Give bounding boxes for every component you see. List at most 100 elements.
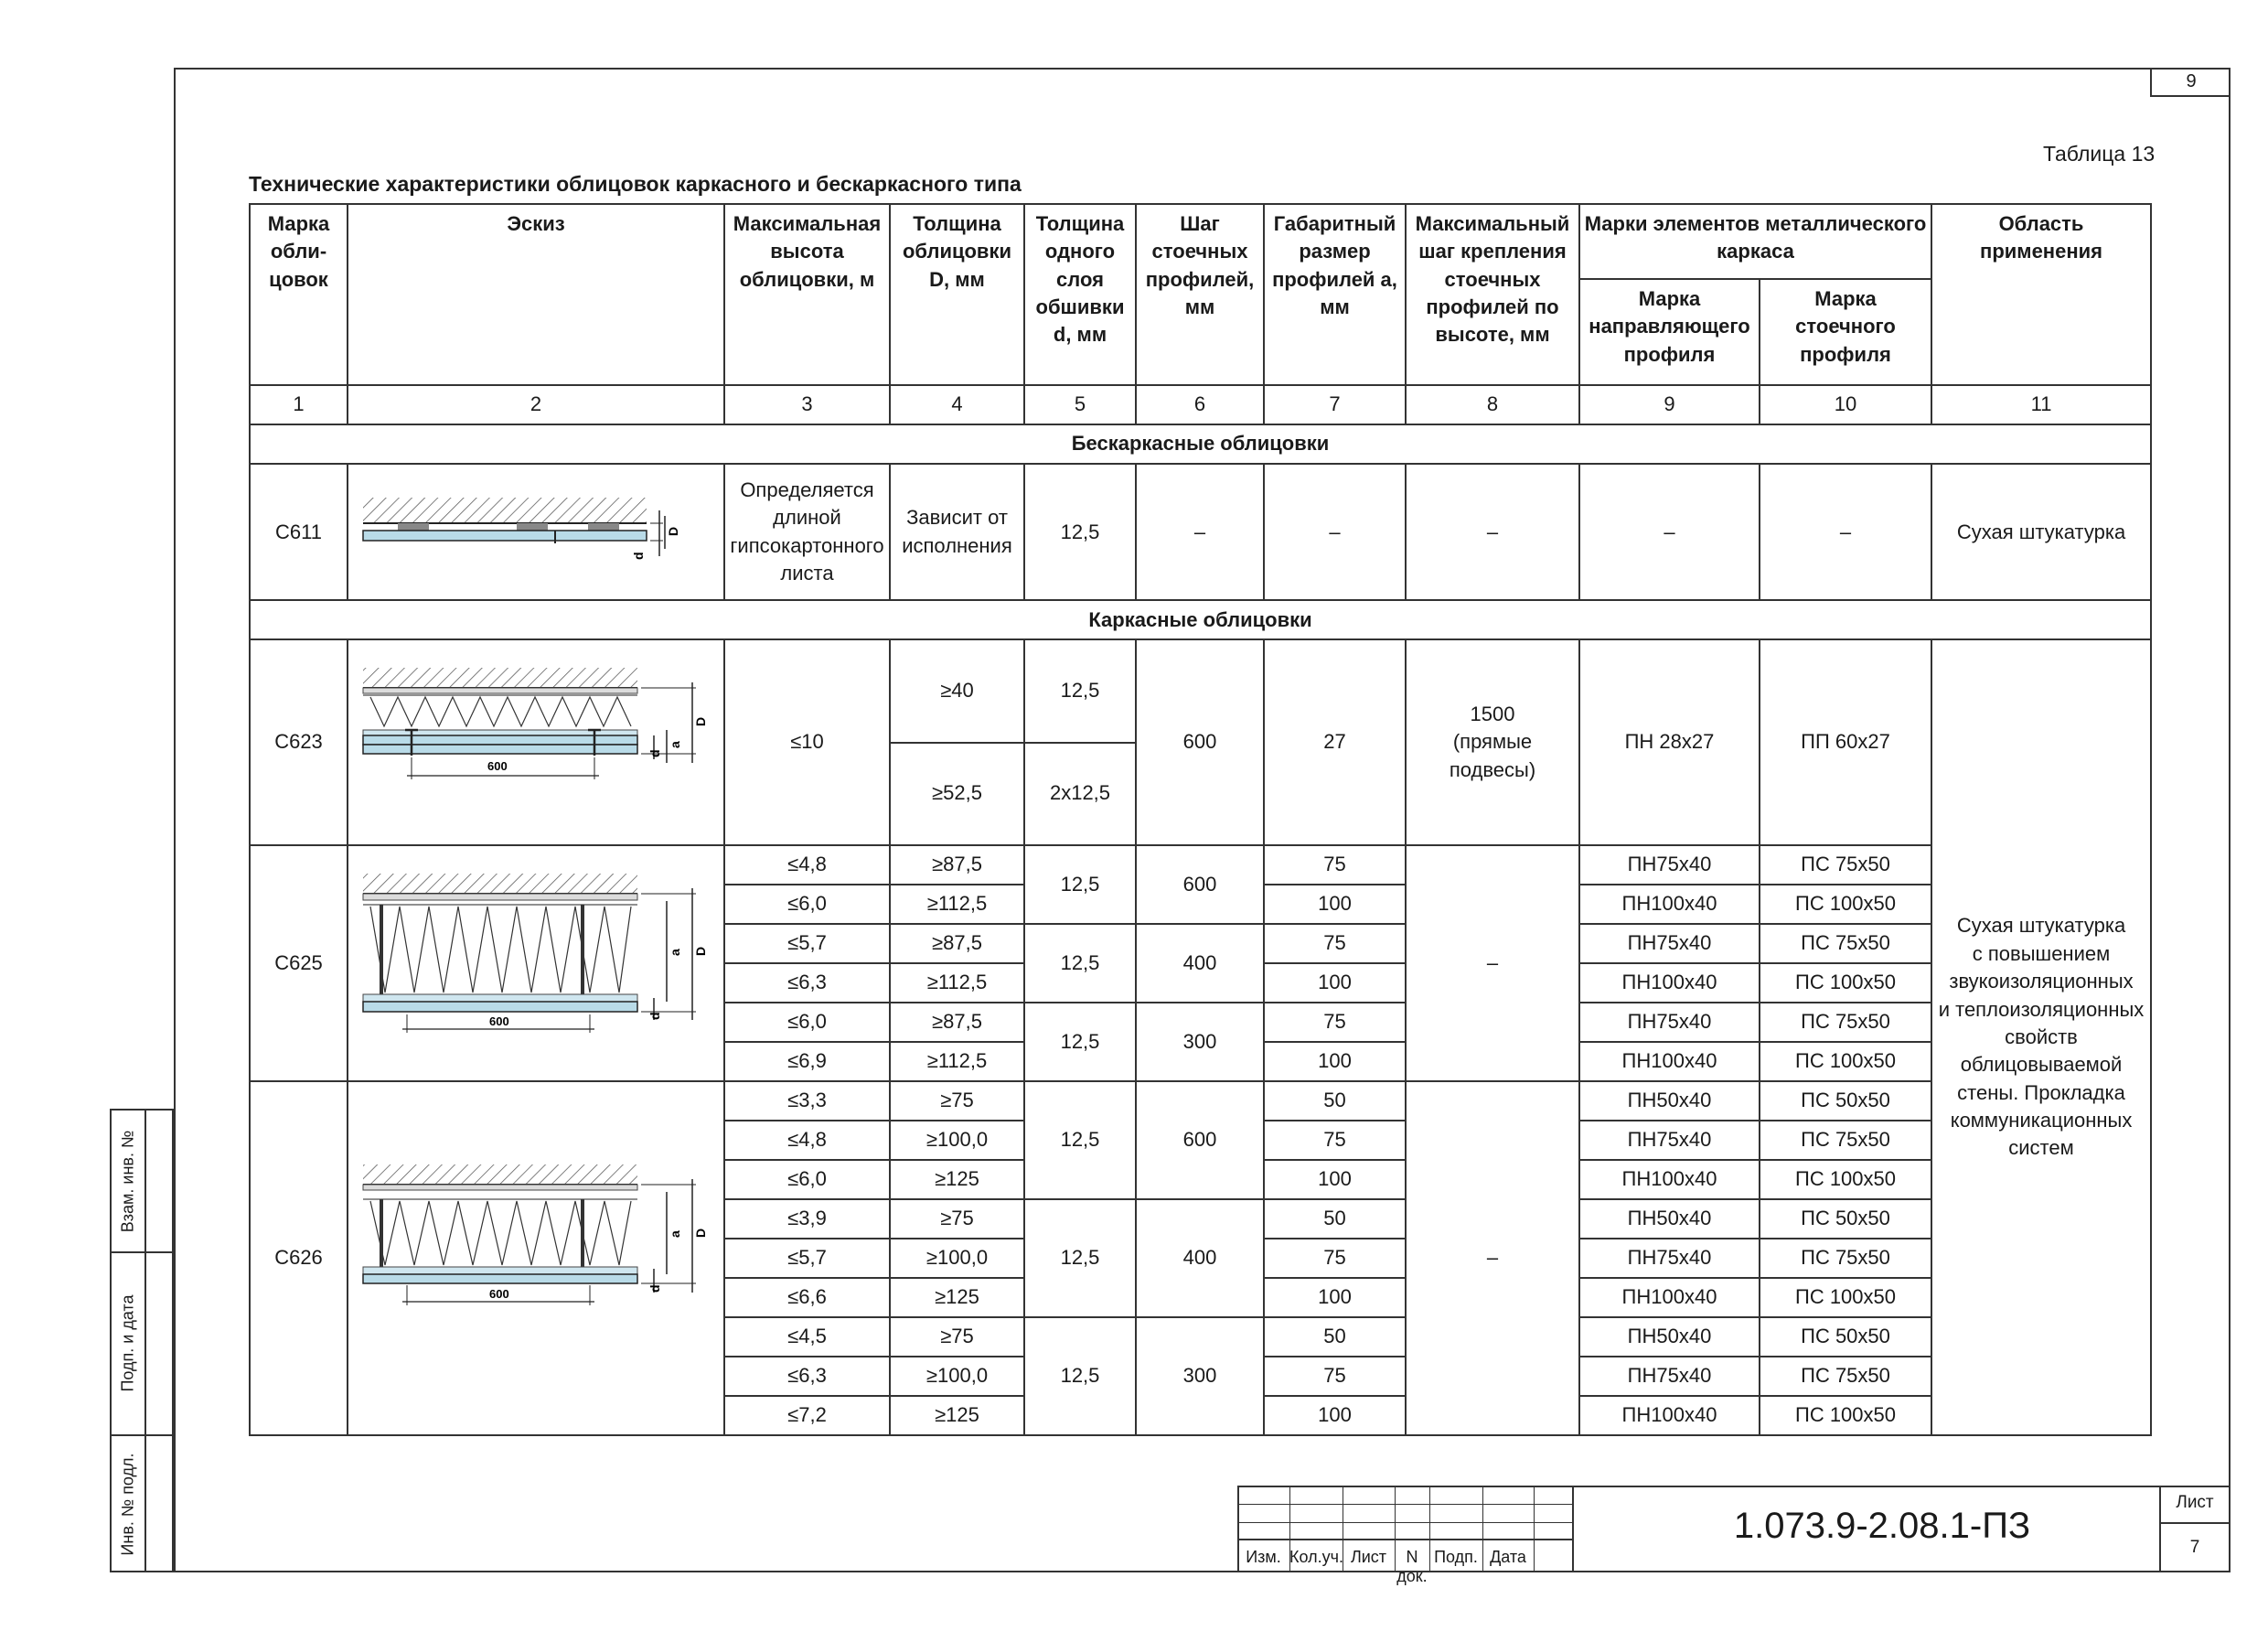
c626-fix: – (1405, 1079, 1580, 1436)
characteristics-table: Марка обли- цовок Эскиз Максимальная выс… (248, 203, 2153, 1436)
c611-thickness: Зависит от исполнения (889, 462, 1025, 602)
sketch-label-D: D (666, 527, 680, 536)
c626-thickness: ≥75 (889, 1197, 1025, 1239)
col-number: 11 (1931, 384, 2153, 425)
c623-height: ≤10 (723, 638, 891, 846)
tb-header-count: Кол.уч. (1289, 1548, 1343, 1566)
c626-thickness: ≥75 (889, 1079, 1025, 1121)
c625-stud: ПС 75х50 (1758, 1001, 1933, 1043)
c625-step: 400 (1135, 922, 1265, 1003)
c626-size: 75 (1263, 1355, 1407, 1397)
c623-size: 27 (1263, 638, 1407, 846)
adhesive-spot (517, 523, 548, 531)
sketch-label-D: D (693, 717, 708, 726)
header-mark: Марка обли- цовок (249, 203, 348, 386)
adhesive-spot (588, 523, 619, 531)
header-layer-thickness: Толщина одного слоя обшивки d, мм (1023, 203, 1137, 386)
document-code: 1.073.9-2.08.1-ПЗ (1733, 1506, 2031, 1546)
section-frameless: Бескаркасные облицовки (248, 424, 2153, 465)
c625-guide: ПН75х40 (1578, 843, 1760, 885)
area-framed: Сухая штукатурка с повышением звукоизоля… (1931, 638, 2153, 1436)
sheet-label: Лист (2176, 1493, 2214, 1512)
c626-size: 50 (1263, 1197, 1407, 1239)
c626-size: 100 (1263, 1394, 1407, 1436)
c625-layer: 12,5 (1023, 843, 1137, 925)
insulation (369, 695, 632, 728)
c626-size: 75 (1263, 1237, 1407, 1279)
c625-thickness: ≥87,5 (889, 922, 1025, 964)
tb-header-sign: Подп. (1434, 1548, 1478, 1566)
c626-size: 50 (1263, 1315, 1407, 1357)
sketch-c623-drawing: 600 D a d (362, 668, 708, 780)
header-fix-step: Максимальный шаг крепления стоечных проф… (1405, 203, 1580, 386)
col-number: 9 (1578, 384, 1760, 425)
sketch-label-d: d (647, 1284, 662, 1293)
c626-guide: ПН100х40 (1578, 1276, 1760, 1318)
c626-guide: ПН100х40 (1578, 1394, 1760, 1436)
c626-thickness: ≥100,0 (889, 1119, 1025, 1161)
header-thickness: Толщина облицовки D, мм (889, 203, 1025, 386)
c626-stud: ПС 100х50 (1758, 1158, 1933, 1200)
header-max-height: Максимальная высота облицовки, м (723, 203, 891, 386)
c626-height: ≤6,3 (723, 1355, 891, 1397)
c625-layer: 12,5 (1023, 1001, 1137, 1082)
c626-height: ≤3,9 (723, 1197, 891, 1239)
c626-stud: ПС 100х50 (1758, 1394, 1933, 1436)
c626-stud: ПС 75х50 (1758, 1237, 1933, 1279)
c626-thickness: ≥125 (889, 1276, 1025, 1318)
tb-header-date: Дата (1490, 1548, 1526, 1566)
c625-guide: ПН75х40 (1578, 1001, 1760, 1043)
stamp-original-inv: Инв. № подл. (118, 1453, 137, 1556)
sketch-label-step: 600 (489, 1014, 509, 1028)
col-number: 10 (1758, 384, 1933, 425)
mark-c626: С626 (249, 1079, 348, 1436)
c611-fix: – (1405, 462, 1580, 602)
c625-height: ≤6,9 (723, 1040, 891, 1082)
title-block: Изм. Кол.уч. Лист N док. Подп. Дата 1.07… (1237, 1486, 2231, 1585)
sheet-number: 7 (2189, 1538, 2200, 1557)
page-title: Технические характеристики облицовок кар… (249, 172, 1022, 196)
c626-guide: ПН75х40 (1578, 1237, 1760, 1279)
c626-size: 100 (1263, 1158, 1407, 1200)
c626-thickness: ≥75 (889, 1315, 1025, 1357)
c626-layer: 12,5 (1023, 1079, 1137, 1200)
stamp-replaced-inv: Взам. инв. № (118, 1130, 137, 1232)
c626-height: ≤7,2 (723, 1394, 891, 1436)
sketch-label-a: a (668, 741, 682, 748)
tb-header-doc: N док. (1396, 1548, 1428, 1585)
c626-layer: 12,5 (1023, 1197, 1137, 1318)
c626-height: ≤6,0 (723, 1158, 891, 1200)
c626-size: 100 (1263, 1276, 1407, 1318)
c625-thickness: ≥112,5 (889, 961, 1025, 1003)
c625-stud: ПС 75х50 (1758, 843, 1933, 885)
c611-height: Определяется длиной гипсокартонного лист… (723, 462, 891, 602)
sketch-c625-drawing: 600 D a d (362, 873, 708, 1033)
c625-size: 75 (1263, 843, 1407, 885)
page-number: 9 (2150, 68, 2231, 97)
col-number: 1 (249, 384, 348, 425)
insulation (369, 1200, 632, 1266)
c625-thickness: ≥112,5 (889, 1040, 1025, 1082)
c626-step: 600 (1135, 1079, 1265, 1200)
c625-height: ≤6,0 (723, 1001, 891, 1043)
header-application: Область применения (1931, 203, 2153, 386)
header-stud-profile: Марка стоечного профиля (1758, 278, 1933, 386)
stamp-divider (112, 1434, 172, 1436)
c611-stud: – (1758, 462, 1933, 602)
col-number: 6 (1135, 384, 1265, 425)
sketch-label-D: D (693, 946, 708, 955)
mark-c623: С623 (249, 638, 348, 846)
sketch-c626: 600 D a d (347, 1079, 725, 1436)
c626-stud: ПС 75х50 (1758, 1355, 1933, 1397)
adhesive-spot (398, 523, 429, 531)
c626-guide: ПН50х40 (1578, 1079, 1760, 1121)
c626-thickness: ≥125 (889, 1394, 1025, 1436)
gypsum-board (362, 735, 638, 746)
c623-thickness: ≥40 (889, 638, 1025, 744)
c626-stud: ПС 75х50 (1758, 1119, 1933, 1161)
c625-height: ≤5,7 (723, 922, 891, 964)
header-sketch: Эскиз (347, 203, 725, 386)
c626-step: 400 (1135, 1197, 1265, 1318)
c611-size: – (1263, 462, 1407, 602)
col-number: 3 (723, 384, 891, 425)
